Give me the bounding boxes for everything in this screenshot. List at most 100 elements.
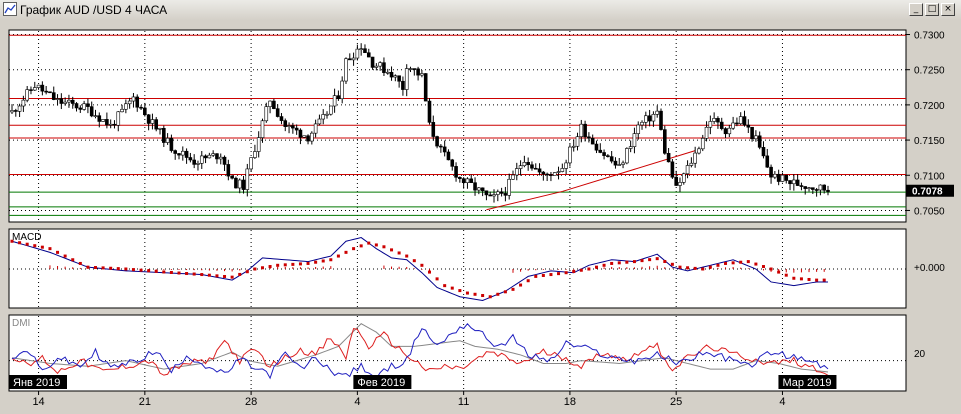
- candle-body: [275, 108, 280, 117]
- candle-body: [442, 146, 447, 153]
- macd-label: MACD: [12, 232, 41, 243]
- macd-signal-point: [526, 279, 530, 283]
- candle-body: [511, 174, 515, 180]
- candle-body: [678, 182, 682, 186]
- candle-body: [450, 159, 455, 167]
- candle-body: [727, 127, 732, 135]
- candle-body: [199, 155, 204, 164]
- candle-body: [207, 154, 212, 159]
- candle-body: [731, 122, 735, 129]
- candle-body: [587, 136, 591, 139]
- candle-body: [101, 119, 105, 122]
- minimize-icon[interactable]: _: [909, 3, 923, 16]
- candle-body: [735, 122, 739, 125]
- macd-signal-point: [655, 257, 659, 261]
- candle-body: [237, 179, 242, 189]
- time-tick-label: 28: [245, 396, 257, 408]
- candle-body: [708, 121, 713, 128]
- candle-body: [313, 123, 318, 134]
- chart-app-icon: [3, 2, 17, 16]
- candle-body: [44, 90, 48, 93]
- candle-body: [533, 167, 538, 170]
- candle-body: [594, 143, 599, 151]
- candle-body: [477, 187, 481, 191]
- candle-body: [355, 48, 360, 59]
- candle-body: [719, 121, 724, 129]
- adx-line: [11, 323, 829, 373]
- macd-signal-point: [298, 262, 302, 266]
- macd-signal-point: [336, 254, 340, 258]
- macd-signal-point: [131, 268, 135, 272]
- title-bar[interactable]: График AUD /USD 4 ЧАСА _ □ ×: [0, 0, 961, 21]
- price-tick-label: 0.7100: [914, 171, 945, 182]
- chart-canvas[interactable]: 0.7300 0.7250 0.7200 0.7150 0.7100 0.7050 0.70…: [0, 20, 961, 414]
- candle-body: [89, 106, 94, 117]
- candle-body: [507, 178, 511, 196]
- candle-body: [628, 146, 633, 149]
- candle-body: [154, 119, 159, 130]
- macd-signal-point: [799, 277, 803, 281]
- candle-body: [74, 103, 79, 109]
- macd-signal-point: [397, 251, 401, 255]
- candle-body: [773, 173, 777, 178]
- candle-body: [625, 148, 629, 164]
- trendline: [562, 150, 696, 192]
- macd-signal-point: [40, 245, 44, 249]
- price-tick-label: 0.7150: [914, 136, 945, 147]
- candle-body: [67, 99, 71, 103]
- candle-body: [552, 172, 557, 176]
- close-icon[interactable]: ×: [941, 3, 955, 16]
- macd-signal-point: [481, 294, 485, 298]
- candle-body: [571, 145, 576, 148]
- macd-signal-point: [443, 284, 447, 288]
- candle-body: [792, 179, 796, 185]
- candle-body: [401, 80, 405, 90]
- candle-body: [347, 58, 352, 61]
- candle-body: [332, 95, 337, 107]
- candle-body: [598, 149, 603, 153]
- candle-body: [385, 71, 390, 74]
- macd-signal-point: [177, 271, 181, 275]
- candle-body: [799, 185, 804, 187]
- macd-signal-point: [63, 254, 67, 258]
- macd-signal-point: [390, 248, 394, 252]
- candle-body: [693, 152, 697, 164]
- maximize-icon[interactable]: □: [925, 3, 939, 16]
- macd-signal-point: [549, 273, 553, 277]
- macd-signal-point: [663, 259, 667, 263]
- macd-signal-point: [784, 273, 788, 277]
- candle-body: [374, 65, 379, 68]
- candle-body: [632, 133, 637, 147]
- candle-body: [818, 184, 823, 191]
- candle-body: [765, 155, 770, 168]
- candle-body: [697, 148, 701, 154]
- candle-body: [522, 162, 527, 167]
- current-price-label: 0.7078: [912, 187, 943, 198]
- candle-body: [757, 135, 762, 148]
- candle-body: [127, 100, 132, 105]
- candle-body: [420, 73, 424, 76]
- macd-signal-point: [435, 277, 439, 281]
- candle-body: [363, 48, 367, 54]
- current-price-badge: [906, 184, 954, 197]
- candle-body: [86, 103, 90, 107]
- macd-signal-point: [25, 242, 29, 246]
- candle-body: [738, 116, 743, 125]
- candle-body: [640, 121, 644, 126]
- candle-body: [325, 113, 329, 116]
- candle-body: [579, 123, 584, 138]
- price-panel[interactable]: [8, 29, 907, 223]
- candle-body: [647, 115, 652, 122]
- macd-signal-point: [557, 272, 561, 276]
- candle-body: [188, 157, 193, 161]
- time-tick-label: 21: [139, 396, 151, 408]
- macd-signal-point: [648, 258, 652, 262]
- candle-body: [568, 146, 572, 164]
- candle-body: [366, 52, 371, 58]
- dmi-panel[interactable]: [8, 314, 907, 392]
- candle-body: [473, 182, 477, 191]
- candle-body: [344, 58, 348, 82]
- candle-body: [70, 99, 75, 104]
- macd-grid: [9, 230, 906, 307]
